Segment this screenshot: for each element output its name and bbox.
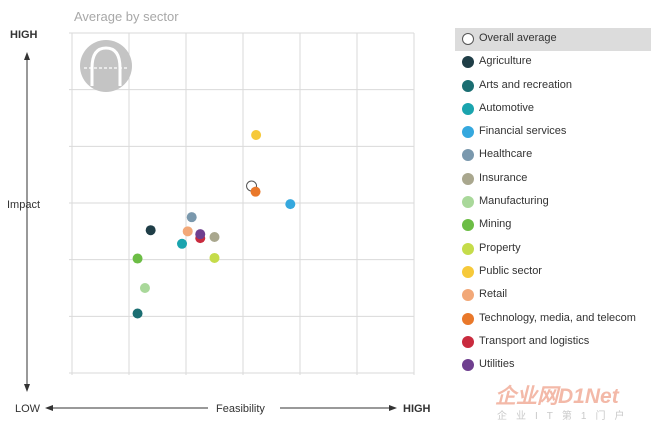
legend-label: Technology, media, and telecom xyxy=(479,311,636,324)
legend-item-arts-and-recreation: Arts and recreation xyxy=(455,75,651,98)
legend-swatch-transport-and-logistics xyxy=(462,335,474,348)
legend-item-technology-media-and-telecom: Technology, media, and telecom xyxy=(455,308,651,331)
legend-label: Manufacturing xyxy=(479,195,549,208)
legend-item-automotive: Automotive xyxy=(455,98,651,121)
legend-item-manufacturing: Manufacturing xyxy=(455,191,651,214)
legend-label: Financial services xyxy=(479,125,567,138)
data-point-insurance xyxy=(209,232,220,242)
data-point-technology-media-and-telecom xyxy=(250,186,261,197)
watermark: 企业网D1Net 企业IT第1门户 xyxy=(495,380,655,422)
data-point-automotive xyxy=(177,238,188,249)
legend-item-public-sector: Public sector xyxy=(455,261,651,284)
chart-legend: Overall average Agriculture Arts and recre… xyxy=(455,28,651,377)
legend-swatch-retail xyxy=(462,289,474,302)
y-axis-high-label: HIGH xyxy=(10,29,38,41)
data-point-healthcare xyxy=(186,212,197,223)
watermark-sub-text: 企业IT第1门户 xyxy=(497,411,634,422)
legend-swatch-public-sector xyxy=(462,265,474,278)
legend-label: Insurance xyxy=(479,171,528,184)
data-point-arts-and-recreation xyxy=(132,308,143,319)
x-axis-high-label: HIGH xyxy=(403,403,431,415)
legend-swatch-utilities xyxy=(462,359,474,372)
legend-swatch-technology-media-and-telecom xyxy=(462,312,474,325)
legend-label: Agriculture xyxy=(479,55,532,68)
legend-swatch-automotive xyxy=(462,102,474,115)
legend-item-overall-average: Overall average xyxy=(455,28,651,52)
legend-swatch-property xyxy=(462,242,474,255)
data-point-agriculture xyxy=(145,225,156,236)
chart-grid xyxy=(69,32,415,375)
chart-logo xyxy=(80,40,132,92)
legend-item-healthcare: Healthcare xyxy=(455,144,651,167)
data-point-utilities xyxy=(195,229,206,240)
legend-label: Overall average xyxy=(479,32,557,44)
legend-item-insurance: Insurance xyxy=(455,168,651,191)
legend-label: Healthcare xyxy=(479,148,533,161)
legend-label: Mining xyxy=(479,218,512,231)
legend-swatch-overall-average xyxy=(462,33,474,45)
y-axis-label: Impact xyxy=(7,199,40,211)
legend-item-utilities: Utilities xyxy=(455,354,651,377)
x-axis-arrow-left xyxy=(45,405,208,411)
chart-title: Average by sector xyxy=(74,9,179,24)
x-axis-arrow-right xyxy=(280,405,397,411)
legend-swatch-arts-and-recreation xyxy=(462,79,474,92)
legend-swatch-financial-services xyxy=(462,126,474,139)
legend-swatch-mining xyxy=(462,219,474,232)
legend-label: Public sector xyxy=(479,264,542,277)
legend-swatch-agriculture xyxy=(462,56,474,69)
legend-item-financial-services: Financial services xyxy=(455,121,651,144)
legend-label: Automotive xyxy=(479,101,535,114)
legend-item-agriculture: Agriculture xyxy=(455,51,651,74)
watermark-main-text: 企业网D1Net xyxy=(495,385,619,408)
data-points xyxy=(132,130,296,319)
data-point-manufacturing xyxy=(139,283,150,293)
data-point-retail xyxy=(182,226,193,237)
legend-label: Utilities xyxy=(479,358,515,371)
legend-label: Property xyxy=(479,241,521,254)
legend-label: Transport and logistics xyxy=(479,334,590,347)
x-axis-low-label: LOW xyxy=(15,403,41,415)
legend-swatch-insurance xyxy=(462,172,474,185)
data-point-property xyxy=(209,252,220,263)
legend-item-mining: Mining xyxy=(455,214,651,237)
legend-swatch-manufacturing xyxy=(462,196,474,209)
data-point-mining xyxy=(132,253,143,264)
data-point-financial-services xyxy=(285,199,296,210)
legend-swatch-healthcare xyxy=(462,149,474,162)
legend-label: Retail xyxy=(479,288,508,301)
y-axis-arrow xyxy=(24,52,30,392)
legend-item-retail: Retail xyxy=(455,284,651,307)
legend-label: Arts and recreation xyxy=(479,78,572,91)
data-point-public-sector xyxy=(251,130,262,140)
legend-item-property: Property xyxy=(455,238,651,261)
legend-item-transport-and-logistics: Transport and logistics xyxy=(455,331,651,354)
x-axis-label: Feasibility xyxy=(216,403,265,415)
